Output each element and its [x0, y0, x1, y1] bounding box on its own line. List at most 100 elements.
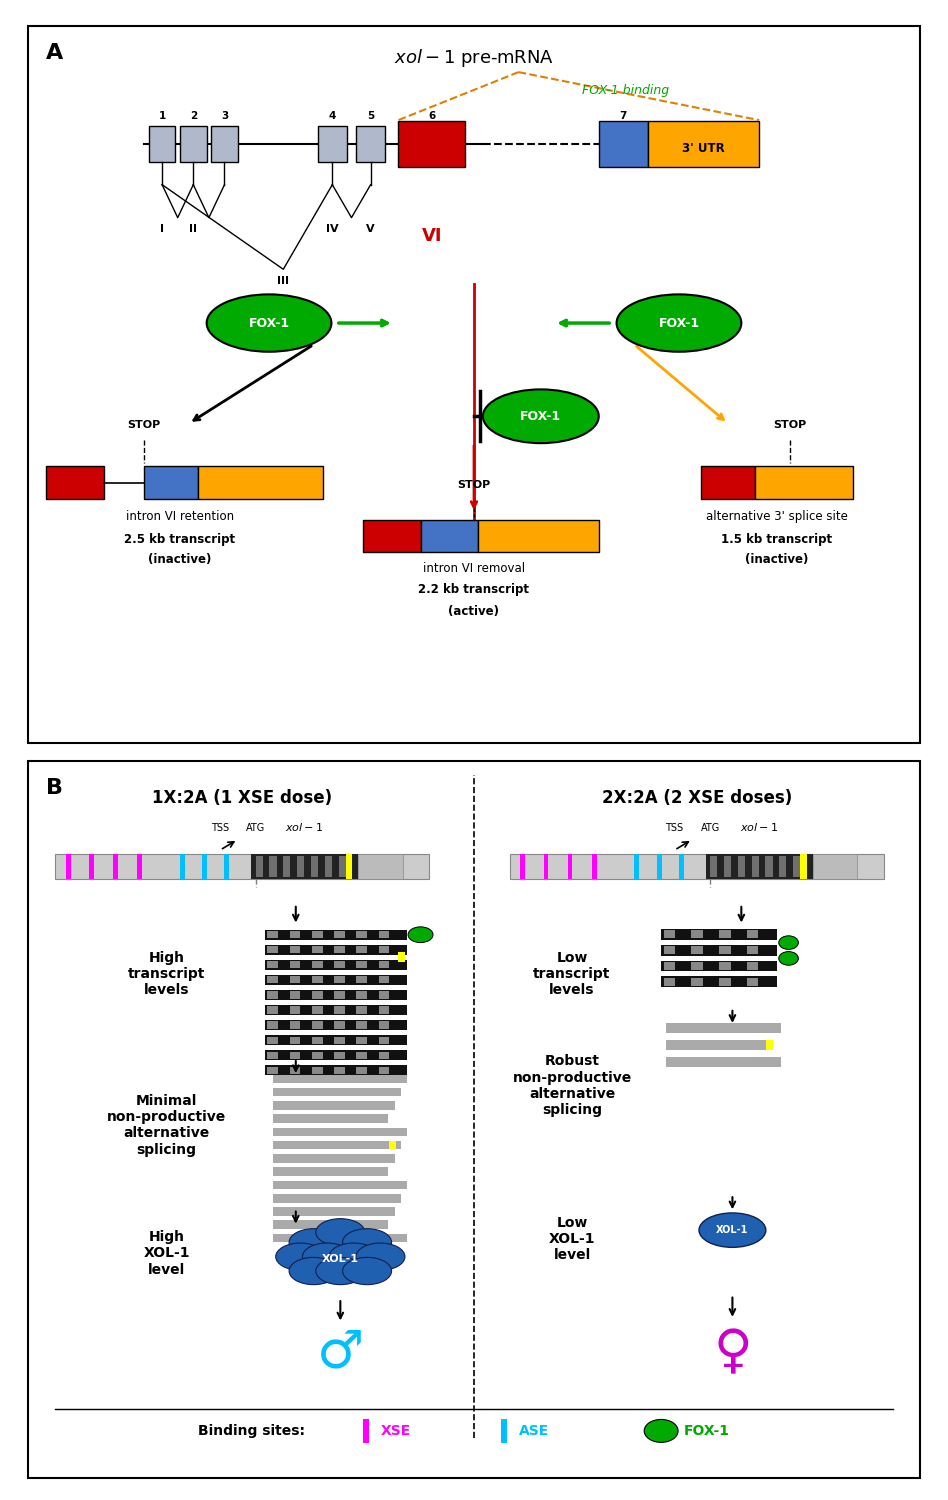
Text: II: II: [190, 224, 197, 234]
Bar: [390, 1142, 395, 1149]
Text: $\it{xol-1}$: $\it{xol-1}$: [285, 821, 324, 833]
Text: XOL-1: XOL-1: [717, 1226, 749, 1234]
Bar: [356, 962, 367, 969]
Bar: [264, 960, 407, 970]
Bar: [289, 1007, 301, 1014]
Text: 2.2 kb transcript: 2.2 kb transcript: [418, 584, 530, 597]
Bar: [664, 946, 675, 954]
Text: alternative 3' splice site: alternative 3' splice site: [706, 510, 848, 524]
Bar: [273, 1194, 401, 1203]
Bar: [362, 1419, 369, 1443]
Bar: [312, 1022, 322, 1029]
Bar: [661, 928, 777, 939]
Bar: [312, 992, 322, 999]
Text: (active): (active): [448, 604, 500, 618]
Text: 1.5 kb transcript: 1.5 kb transcript: [721, 532, 832, 546]
Bar: [752, 856, 758, 876]
Bar: [273, 1142, 401, 1149]
Bar: [812, 853, 857, 879]
Bar: [520, 853, 525, 879]
Text: IV: IV: [326, 224, 338, 234]
Bar: [599, 122, 647, 166]
Ellipse shape: [276, 1244, 325, 1270]
Bar: [273, 1114, 389, 1124]
Bar: [665, 1023, 781, 1034]
Bar: [325, 856, 332, 876]
Bar: [738, 856, 745, 876]
Bar: [705, 853, 812, 879]
Bar: [180, 853, 185, 879]
Ellipse shape: [207, 294, 332, 351]
Bar: [312, 1052, 322, 1059]
Bar: [264, 945, 407, 956]
Ellipse shape: [316, 1218, 365, 1246]
Text: Minimal
non-productive
alternative
splicing: Minimal non-productive alternative splic…: [107, 1094, 227, 1156]
Ellipse shape: [778, 951, 798, 964]
Text: High
XOL-1
level: High XOL-1 level: [143, 1230, 190, 1276]
Bar: [65, 853, 71, 879]
Bar: [251, 853, 358, 879]
Bar: [691, 930, 703, 939]
Text: $\it{xol-1}$: $\it{xol-1}$: [740, 821, 778, 833]
Bar: [269, 856, 277, 876]
Bar: [46, 466, 104, 498]
Bar: [501, 1419, 507, 1443]
Text: Low
XOL-1
level: Low XOL-1 level: [549, 1216, 595, 1261]
Bar: [356, 1007, 367, 1014]
Bar: [356, 126, 385, 162]
Bar: [256, 856, 263, 876]
Text: VI: VI: [422, 226, 442, 244]
Bar: [661, 945, 777, 956]
Bar: [312, 962, 322, 969]
Text: Low
transcript
levels: Low transcript levels: [534, 951, 611, 998]
Bar: [273, 1101, 394, 1110]
Text: ♂: ♂: [317, 1326, 364, 1378]
Bar: [724, 856, 731, 876]
Text: $\it{xol-1}$ pre-mRNA: $\it{xol-1}$ pre-mRNA: [394, 46, 554, 69]
Text: XSE: XSE: [380, 1424, 410, 1438]
Ellipse shape: [408, 927, 433, 942]
Bar: [747, 962, 758, 970]
Bar: [421, 520, 479, 552]
Bar: [338, 856, 346, 876]
Text: 2.5 kb transcript: 2.5 kb transcript: [124, 532, 235, 546]
Bar: [273, 1128, 407, 1136]
Bar: [273, 1074, 407, 1083]
Ellipse shape: [329, 1244, 378, 1270]
Bar: [289, 946, 301, 954]
Bar: [273, 1180, 407, 1190]
Bar: [398, 952, 406, 963]
Bar: [311, 856, 318, 876]
Text: ATG: ATG: [246, 824, 265, 833]
Bar: [149, 126, 175, 162]
Bar: [356, 1066, 367, 1074]
Bar: [289, 1036, 301, 1044]
Bar: [273, 1154, 394, 1162]
Text: FOX-1: FOX-1: [248, 316, 289, 330]
Text: High
transcript
levels: High transcript levels: [128, 951, 206, 998]
Bar: [267, 1052, 278, 1059]
Bar: [719, 962, 731, 970]
Bar: [202, 853, 207, 879]
Bar: [765, 856, 773, 876]
Bar: [378, 992, 390, 999]
Bar: [264, 1065, 407, 1076]
Bar: [747, 946, 758, 954]
Bar: [800, 853, 807, 879]
Text: V: V: [366, 224, 375, 234]
Bar: [289, 992, 301, 999]
Bar: [312, 976, 322, 984]
Bar: [264, 1005, 407, 1016]
Bar: [691, 946, 703, 954]
Bar: [318, 126, 347, 162]
Text: STOP: STOP: [128, 420, 161, 430]
Bar: [264, 1020, 407, 1031]
Bar: [198, 466, 322, 498]
Bar: [273, 1221, 389, 1228]
Text: XOL-1: XOL-1: [321, 1254, 359, 1264]
Bar: [568, 853, 573, 879]
Bar: [755, 466, 853, 498]
Bar: [267, 962, 278, 969]
Bar: [334, 976, 345, 984]
Bar: [378, 976, 390, 984]
